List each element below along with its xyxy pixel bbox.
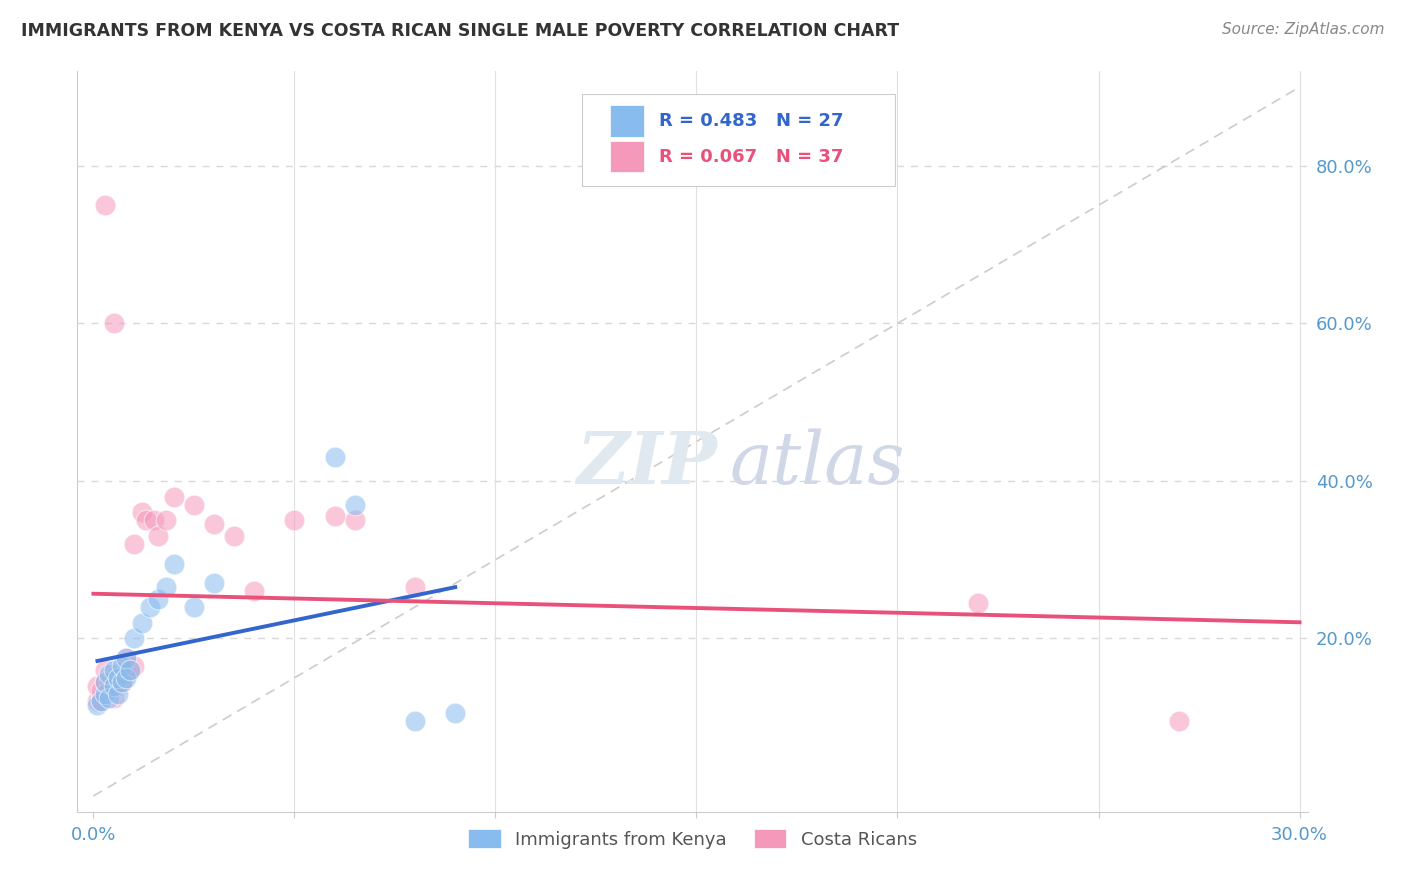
Point (404, 580, 426, 594)
Point (155, 580, 177, 594)
Point (110, 674, 132, 689)
Point (118, 663, 141, 677)
Point (98, 666, 121, 681)
Point (122, 659, 145, 673)
FancyBboxPatch shape (610, 105, 644, 136)
Point (114, 671, 136, 685)
Point (146, 592, 169, 607)
Point (146, 529, 169, 543)
Point (98, 674, 121, 689)
Point (118, 663, 141, 677)
Point (202, 517, 225, 532)
Point (114, 651, 136, 665)
Point (103, 317, 125, 331)
Point (114, 651, 136, 665)
Point (110, 674, 132, 689)
Point (183, 498, 205, 512)
Text: atlas: atlas (730, 428, 905, 499)
Point (323, 450, 346, 465)
Point (323, 509, 346, 524)
Point (103, 671, 125, 685)
Point (86, 694, 108, 708)
Point (103, 663, 125, 677)
Text: R = 0.483   N = 27: R = 0.483 N = 27 (659, 112, 844, 130)
Point (202, 576, 225, 591)
Point (163, 557, 186, 571)
Point (122, 632, 145, 646)
Point (444, 706, 467, 721)
Point (90, 682, 112, 697)
Point (98, 690, 121, 705)
Point (107, 687, 129, 701)
Point (155, 513, 177, 527)
Point (107, 679, 129, 693)
Point (142, 513, 165, 527)
Point (122, 537, 145, 551)
Legend: Immigrants from Kenya, Costa Ricans: Immigrants from Kenya, Costa Ricans (461, 822, 924, 856)
Point (94, 674, 117, 689)
Point (114, 666, 136, 681)
Point (94, 663, 117, 677)
FancyBboxPatch shape (610, 141, 644, 172)
Point (110, 674, 132, 689)
Point (90, 694, 112, 708)
Text: ZIP: ZIP (576, 428, 717, 500)
Point (103, 690, 125, 705)
Point (107, 666, 129, 681)
Point (86, 698, 108, 713)
Point (90, 694, 112, 708)
Text: Source: ZipAtlas.com: Source: ZipAtlas.com (1222, 22, 1385, 37)
Point (343, 498, 366, 512)
Point (98, 682, 121, 697)
Point (138, 599, 160, 614)
Point (967, 596, 990, 610)
Point (94, 687, 117, 701)
Point (131, 505, 153, 519)
Point (94, 674, 117, 689)
Point (283, 513, 305, 527)
Point (103, 679, 125, 693)
Point (94, 198, 117, 212)
Point (1167, 714, 1189, 728)
Point (163, 490, 186, 504)
Point (107, 671, 129, 685)
Point (131, 615, 153, 630)
Point (135, 513, 157, 527)
Point (343, 513, 366, 527)
Point (404, 714, 426, 728)
Point (183, 599, 205, 614)
FancyBboxPatch shape (582, 94, 896, 186)
Point (224, 529, 246, 543)
Text: R = 0.067   N = 37: R = 0.067 N = 37 (659, 147, 844, 166)
Point (86, 679, 108, 693)
Point (110, 659, 132, 673)
Point (243, 584, 266, 599)
Text: IMMIGRANTS FROM KENYA VS COSTA RICAN SINGLE MALE POVERTY CORRELATION CHART: IMMIGRANTS FROM KENYA VS COSTA RICAN SIN… (21, 22, 900, 40)
